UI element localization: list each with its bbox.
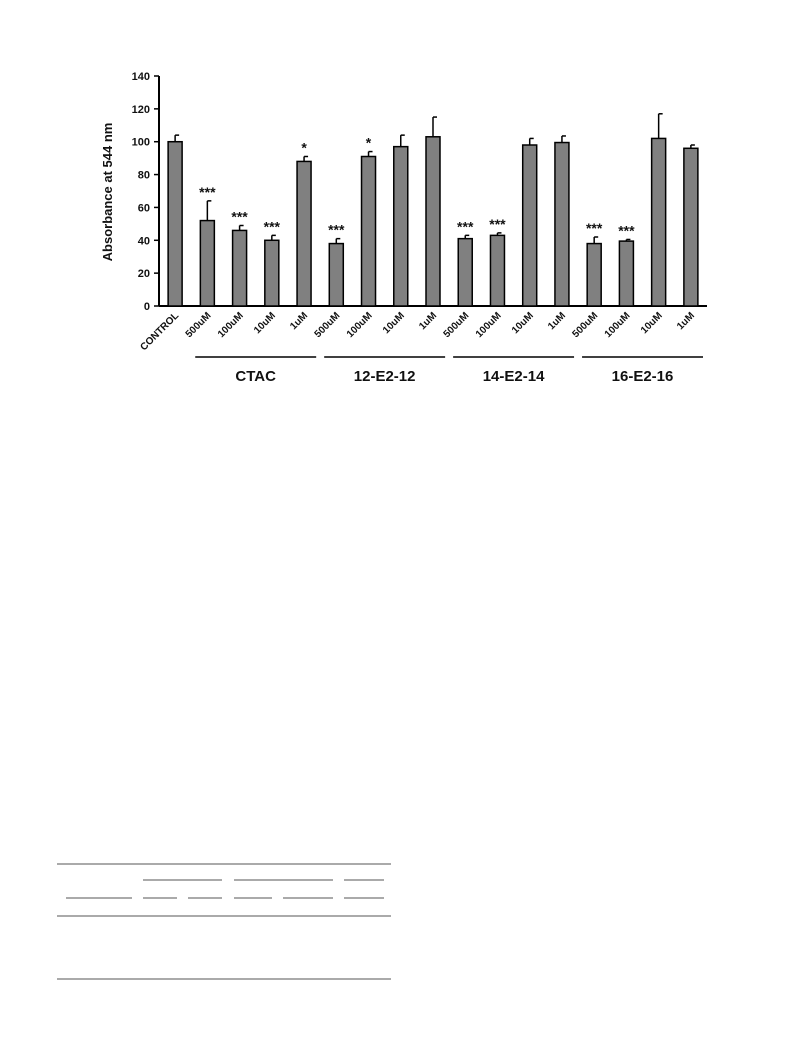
group-label: 16-E2-16: [612, 368, 674, 385]
group-label: CTAC: [235, 368, 276, 385]
significance-label: *: [366, 135, 372, 151]
y-tick-label: 20: [138, 268, 150, 280]
significance-label: ***: [231, 209, 248, 225]
bar-chart: Absorbance at 544 nm 020406080100120140 …: [100, 71, 707, 385]
significance-label: ***: [457, 218, 474, 234]
y-tick-label: 0: [144, 301, 150, 313]
y-axis-label: Absorbance at 544 nm: [100, 123, 115, 262]
bars: [167, 136, 699, 307]
significance-label: ***: [328, 222, 345, 238]
group-label: 14-E2-14: [483, 368, 545, 385]
y-ticks: 0 20 40 60 80 100 120 140: [132, 71, 159, 313]
y-tick-label: 40: [138, 235, 150, 247]
group-label: 12-E2-12: [354, 368, 416, 385]
significance-label: ***: [264, 218, 281, 234]
significance-label: ***: [489, 216, 506, 232]
y-tick-label: 80: [138, 170, 150, 182]
y-tick-label: 120: [132, 104, 150, 116]
significance-label: ***: [199, 184, 216, 200]
error-bars: [174, 113, 695, 244]
y-tick-label: 60: [138, 202, 150, 214]
significance-label: *: [301, 140, 307, 156]
y-tick-label: 100: [132, 137, 150, 149]
significance-label: ***: [586, 220, 603, 236]
y-tick-label: 140: [132, 71, 150, 83]
group-labels: CTAC 12-E2-12 14-E2-14 16-E2-16: [195, 356, 703, 385]
significance-label: ***: [618, 222, 635, 238]
significance-markers: ***************** *** *** ***: [199, 135, 635, 239]
